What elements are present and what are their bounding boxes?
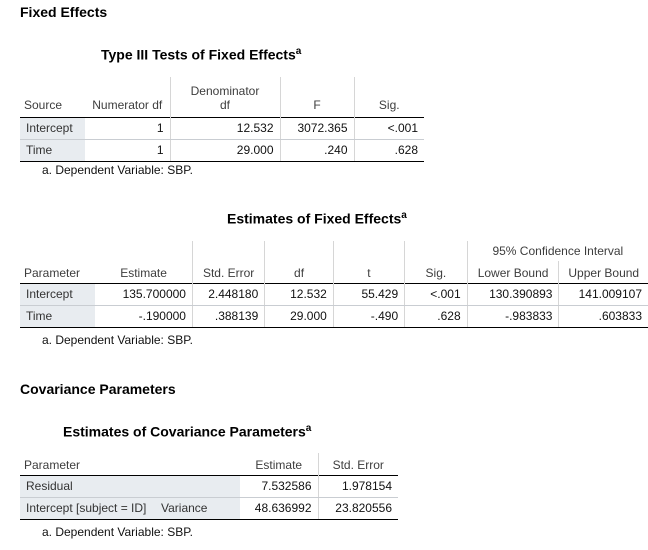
fixed-estimates-table: 95% Confidence Interval Parameter Estima…: [20, 241, 648, 328]
fixed-lower-cell: 130.390893: [466, 282, 559, 306]
ci-header: 95% Confidence Interval: [466, 241, 648, 261]
fixed-upper-cell: .603833: [558, 305, 648, 328]
table-row: Intercept [subject = ID] Variance 48.636…: [20, 497, 398, 520]
type3-f-cell: 3072.365: [279, 116, 354, 140]
covariance-title-text: Estimates of Covariance Parameters: [63, 423, 306, 440]
type3-header-den-df-line1: Denominator: [190, 83, 260, 98]
type3-source-cell: Time: [20, 139, 85, 162]
fixed-parameter-cell: Intercept: [20, 282, 96, 306]
table-row: Intercept 1 12.532 3072.365 <.001: [20, 116, 424, 140]
covariance-footnote: a. Dependent Variable: SBP.: [42, 525, 193, 539]
type3-header-den-df: Denominator df: [169, 77, 280, 117]
cov-header-parameter: Parameter: [24, 457, 81, 472]
type3-header-source: Source: [24, 97, 63, 112]
table-row: Residual 7.532586 1.978154: [20, 474, 398, 498]
fixed-parameter-cell: Time: [20, 305, 96, 328]
fixed-estimates-title: Estimates of Fixed Effectsa: [227, 210, 407, 227]
cov-estimate-cell: 7.532586: [240, 474, 318, 498]
covariance-estimates-title: Estimates of Covariance Parametersa: [63, 423, 311, 440]
covariance-heading: Covariance Parameters: [20, 381, 176, 397]
cov-header-std-error: Std. Error: [317, 453, 398, 475]
fixed-header-lower: Lower Bound: [466, 261, 559, 283]
type3-footnote: a. Dependent Variable: SBP.: [42, 163, 193, 177]
fixed-t-cell: -.490: [332, 305, 405, 328]
fixed-header-estimate: Estimate: [120, 265, 167, 280]
cov-sub-cell: Variance: [155, 497, 240, 520]
cov-std-error-cell: 1.978154: [317, 474, 398, 498]
type3-sig-cell: <.001: [353, 116, 424, 140]
fixed-sig-cell: .628: [404, 305, 468, 328]
cov-header-estimate: Estimate: [255, 457, 303, 472]
fixed-estimates-title-sup: a: [401, 210, 407, 221]
type3-den-df-cell: 29.000: [169, 139, 280, 162]
table-row: Time 1 29.000 .240 .628: [20, 139, 424, 162]
type3-source-cell: Intercept: [20, 116, 85, 140]
type3-title-sup: a: [295, 46, 302, 57]
fixed-header-sig: Sig.: [404, 261, 468, 283]
cov-parameter-cell: Residual: [20, 474, 240, 498]
fixed-effects-heading: Fixed Effects: [20, 4, 108, 20]
covariance-title-sup: a: [305, 423, 312, 434]
type3-header-sig: Sig.: [353, 77, 424, 117]
fixed-header-std-error: Std. Error: [191, 261, 265, 283]
type3-table-title: Type III Tests of Fixed Effectsa: [101, 46, 301, 63]
type3-header-f: F: [279, 77, 354, 117]
fixed-std-error-cell: 2.448180: [191, 282, 265, 306]
fixed-t-cell: 55.429: [332, 282, 405, 306]
cov-parameter-cell: Intercept [subject = ID]: [20, 497, 155, 520]
fixed-std-error-cell: .388139: [191, 305, 265, 328]
type3-title-text: Type III Tests of Fixed Effects: [101, 46, 296, 63]
type3-num-df-cell: 1: [85, 139, 170, 162]
type3-den-df-cell: 12.532: [169, 116, 280, 140]
type3-num-df-cell: 1: [85, 116, 170, 140]
cov-estimate-cell: 48.636992: [240, 497, 318, 520]
fixed-upper-cell: 141.009107: [558, 282, 648, 306]
fixed-lower-cell: -.983833: [466, 305, 559, 328]
fixed-df-cell: 29.000: [264, 305, 334, 328]
cov-std-error-cell: 23.820556: [317, 497, 398, 520]
fixed-estimates-title-text: Estimates of Fixed Effects: [227, 210, 402, 227]
type3-sig-cell: .628: [353, 139, 424, 162]
fixed-sig-cell: <.001: [404, 282, 468, 306]
fixed-header-parameter: Parameter: [24, 265, 81, 280]
fixed-header-df: df: [264, 261, 334, 283]
table-row: Intercept 135.700000 2.448180 12.532 55.…: [20, 282, 648, 306]
fixed-df-cell: 12.532: [264, 282, 334, 306]
table-row: Time -.190000 .388139 29.000 -.490 .628 …: [20, 305, 648, 328]
fixed-estimate-cell: 135.700000: [95, 282, 193, 306]
type3-table: Source Numerator df Denominator df F Sig…: [20, 77, 424, 162]
fixed-estimates-footnote: a. Dependent Variable: SBP.: [42, 333, 193, 347]
covariance-table: Parameter Estimate Std. Error Residual 7…: [20, 453, 398, 520]
fixed-header-upper: Upper Bound: [558, 261, 648, 283]
type3-header-den-df-line2: df: [219, 97, 230, 112]
fixed-estimate-cell: -.190000: [95, 305, 193, 328]
type3-f-cell: .240: [279, 139, 354, 162]
type3-header-num-df: Numerator df: [92, 97, 163, 112]
fixed-header-t: t: [332, 261, 405, 283]
